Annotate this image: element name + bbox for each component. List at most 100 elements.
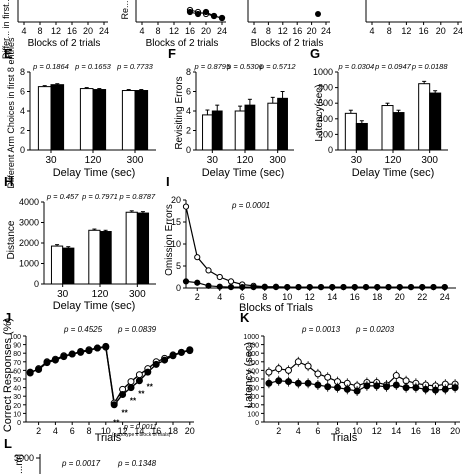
panel-j-xtick-label: 6: [70, 426, 75, 436]
panel-i-xtick-label: 14: [327, 292, 337, 302]
panel-l-p-1: p = 0.0017: [61, 459, 101, 468]
panel-j-ytick-label: 100: [9, 334, 21, 341]
top-3-xtick-label: 8: [387, 26, 392, 36]
panel-j-p-value: p = 0.0839: [117, 325, 157, 334]
panel-i-point-open: [182, 203, 190, 210]
panel-l-p-2: p = 0.1348: [117, 459, 157, 468]
panel-j-xtick-label: 2: [36, 426, 41, 436]
panel-f-xtick-label: 300: [269, 155, 286, 166]
panel-i-xtick-label: 20: [395, 292, 405, 302]
panel-i-point-filled: [362, 284, 370, 291]
panel-j-point-filled: [127, 384, 135, 392]
top-0-xtick-label: 4: [21, 26, 26, 36]
panel-l-ytick: 3000: [14, 453, 34, 463]
panel-l: ...m) 3000 p = 0.0017 p = 0.1348: [14, 453, 157, 474]
panel-j-point-filled: [144, 368, 152, 376]
panel-label-e: E: [4, 46, 13, 61]
top-middle-point-filled: [202, 8, 210, 16]
panel-g-bar-white: [344, 112, 357, 151]
top-1-xtick-label: 20: [201, 26, 211, 36]
panel-k-point-open: [324, 373, 332, 381]
panel-h-ytick-label: 2000: [19, 238, 39, 248]
panel-k-point-filled: [285, 378, 292, 386]
panel-h-bar-white: [88, 229, 101, 285]
panel-j-ytick-label: 80: [13, 351, 21, 358]
panel-j-xtick-label: 16: [151, 426, 161, 436]
top-0-xtick-label: 20: [83, 26, 93, 36]
panel-j-significance-mark: **: [113, 419, 120, 428]
panel-j-point-filled: [60, 353, 68, 361]
panel-k-xtick-label: 2: [276, 426, 281, 436]
panel-e-bar-black: [50, 84, 65, 151]
panel-j-point-filled: [135, 377, 143, 385]
panel-j-point-filled: [102, 342, 110, 350]
top-left-ylabel: Differ... in first...: [1, 0, 11, 59]
panel-i-point-filled: [441, 284, 448, 291]
panel-j-point-filled: [152, 360, 160, 368]
panel-label-h: H: [4, 174, 13, 189]
top-1-xtick-label: 4: [139, 26, 144, 36]
panel-i-xtick-label: 16: [350, 292, 360, 302]
panel-k-xtick-label: 6: [315, 426, 320, 436]
panel-g-ytick-label: 1000: [313, 67, 333, 77]
panel-j-point-filled: [110, 401, 118, 409]
panel-k-point-filled: [451, 384, 459, 392]
panel-j-ytick-label: 0: [17, 420, 21, 427]
panel-k-xtick-label: 16: [411, 426, 421, 436]
panel-e-xlabel: Delay Time (sec): [53, 167, 136, 179]
panel-j-ytick-label: 50: [13, 377, 21, 384]
panel-label-f: F: [168, 46, 176, 61]
panel-k-point-filled: [383, 383, 390, 391]
panel-j-significance-mark: **: [138, 389, 145, 398]
panel-j-point-filled: [35, 366, 43, 374]
panel-k-xtick-label: 4: [296, 426, 301, 436]
panel-i-ytick-label: 10: [171, 239, 181, 249]
panel-j-interaction-p: p = 0.0011: [123, 424, 157, 431]
panel-k-point-filled: [412, 384, 420, 392]
top-2-xtick-label: 8: [266, 26, 271, 36]
panel-h-bar-white: [50, 245, 64, 285]
panel-h-bar-white: [125, 211, 138, 285]
panel-g-xlabel: Delay Time (sec): [352, 167, 435, 179]
panel-e-bar-white: [37, 86, 52, 151]
panel-k-point-open: [392, 372, 400, 380]
panel-k-xtick-label: 8: [335, 426, 340, 436]
panel-j-ytick-label: 40: [13, 386, 21, 393]
panel-h-p-value: p = 0.457: [46, 192, 79, 201]
panel-f-ytick-label: 6: [186, 87, 191, 97]
panel-j-p-value: p = 0.4525: [63, 325, 103, 334]
top-2-xtick-label: 24: [321, 26, 331, 36]
panel-k-xtick-label: 14: [391, 426, 401, 436]
panel-e-xtick-label: 300: [127, 155, 144, 166]
panel-e-ytick-label: 2: [20, 126, 25, 136]
panel-f-ytick-label: 8: [186, 67, 191, 77]
panel-i-point-filled: [374, 284, 381, 291]
panel-e-p-value: p = 0.1653: [74, 62, 111, 71]
panel-h-xtick-label: 300: [129, 289, 146, 300]
panel-j-ytick-label: 90: [13, 343, 21, 350]
panel-h-ytick-label: 1000: [19, 259, 39, 269]
panel-e-bar-white: [79, 88, 94, 151]
panel-i-point-filled: [340, 284, 347, 291]
panel-i-point-filled: [396, 284, 403, 291]
panel-j-point-open: [135, 371, 143, 379]
panel-k-point-filled: [324, 383, 332, 391]
panel-f-xlabel: Delay Time (sec): [202, 167, 285, 179]
panel-k-ytick-label: 800: [247, 351, 259, 358]
panel-k-point-filled: [373, 382, 381, 390]
panel-i-xtick-label: 4: [217, 292, 222, 302]
panel-i-xtick-label: 22: [417, 292, 427, 302]
panel-k-point-filled: [265, 379, 273, 387]
panel-i-point-filled: [261, 284, 268, 291]
panel-h-xtick-label: 30: [57, 289, 69, 300]
panel-i-xtick-label: 18: [372, 292, 382, 302]
panel-j-point-filled: [177, 348, 185, 356]
panel-i-point-filled: [385, 284, 392, 291]
panel-i-xtick-label: 24: [440, 292, 450, 302]
panel-k-point-filled: [343, 385, 351, 393]
panel-j-point-filled: [77, 348, 85, 356]
panel-h-p-value: p = 0.8787: [118, 192, 155, 201]
panel-label-j: J: [4, 310, 11, 325]
top-3-xtick-label: 12: [401, 26, 411, 36]
panel-i-point-open: [227, 278, 235, 285]
